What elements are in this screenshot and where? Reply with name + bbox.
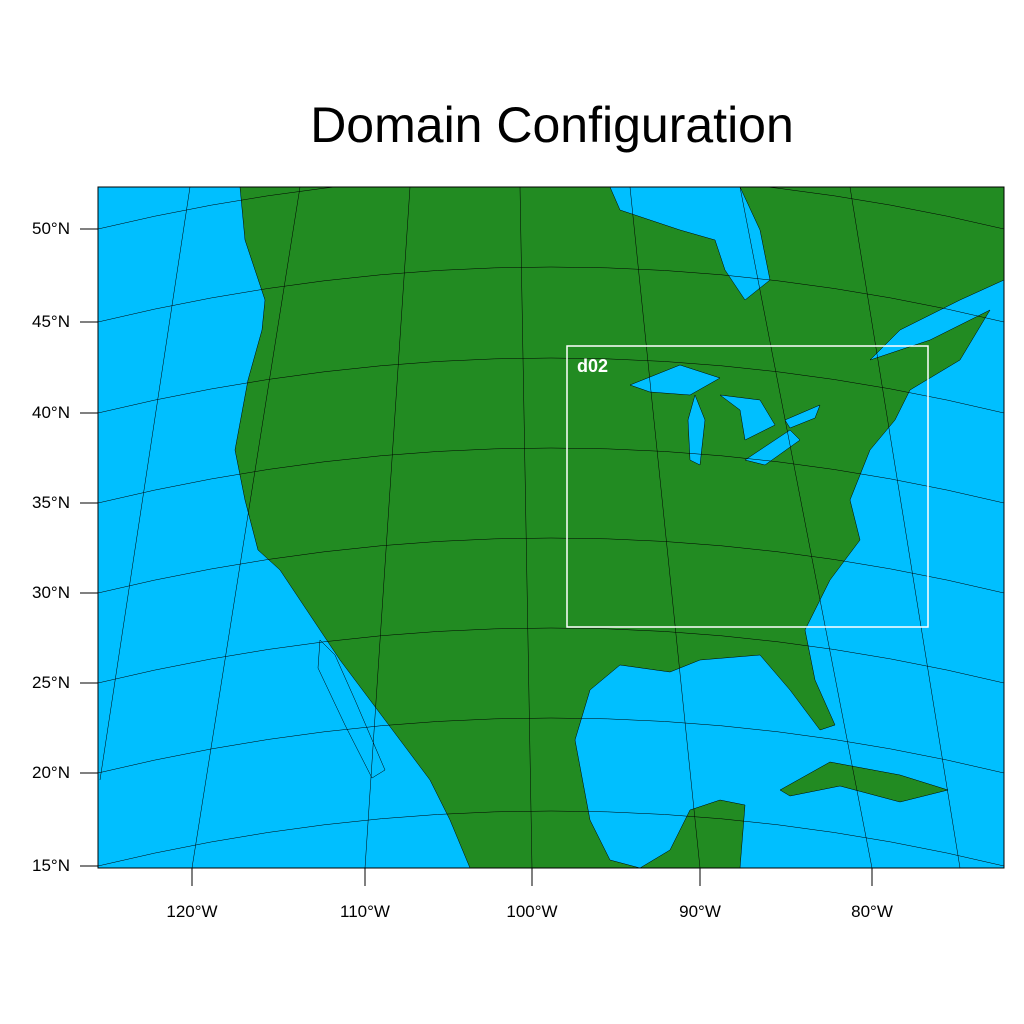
lon-label-100w: 100°W [506, 902, 558, 921]
lon-label-110w: 110°W [340, 902, 390, 921]
lat-label-30n: 30°N [32, 583, 70, 602]
lat-label-40n: 40°N [32, 403, 70, 422]
baja-california [317, 639, 386, 779]
lon-label-90w: 90°W [679, 902, 721, 921]
lat-label-15n: 15°N [32, 856, 70, 875]
graticule [98, 187, 1004, 868]
lat-label-45n: 45°N [32, 312, 70, 331]
lat-label-25n: 25°N [32, 673, 70, 692]
axis-ticks [80, 228, 873, 886]
great-lakes [629, 364, 821, 466]
cuba [779, 761, 949, 803]
map-title: Domain Configuration [310, 97, 794, 153]
domain-d02-label: d02 [577, 356, 608, 376]
hudson-bay [609, 187, 771, 301]
domain-d02-box [566, 345, 929, 628]
map-frame [97, 186, 1005, 869]
lat-label-35n: 35°N [32, 493, 70, 512]
lon-label-120w: 120°W [166, 902, 218, 921]
lat-label-20n: 20°N [32, 763, 70, 782]
north-america-land [234, 187, 1004, 868]
lon-label-80w: 80°W [851, 902, 893, 921]
lat-label-50n: 50°N [32, 219, 70, 238]
